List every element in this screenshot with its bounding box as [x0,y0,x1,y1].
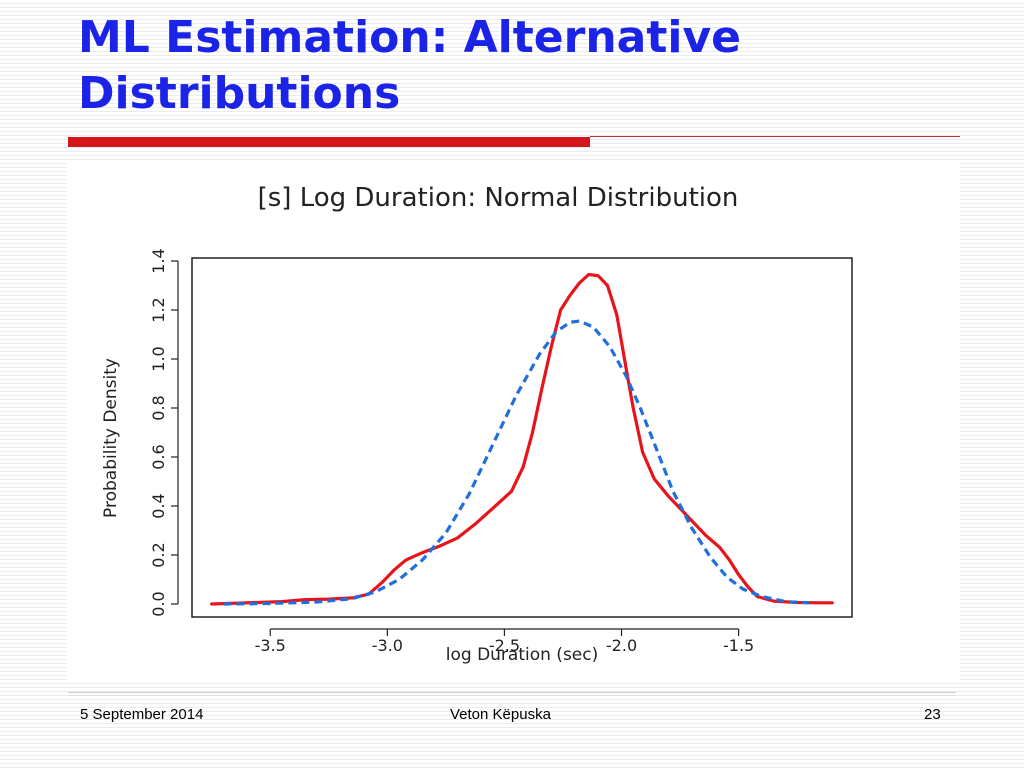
y-tick-label: 0.0 [149,591,168,616]
title-accent-bar [68,137,590,147]
chart-figure: [s] Log Duration: Normal Distribution 0.… [66,163,960,683]
y-tick-label: 0.6 [149,444,168,469]
y-tick-label: 1.2 [149,297,168,322]
footer-divider-secondary [68,695,956,696]
y-tick-label: 1.0 [149,346,168,371]
normal-fit-curve [223,319,809,606]
series-layer [210,272,834,606]
plot-frame [191,257,853,618]
slide-title-line1: ML Estimation: Alternative [78,12,741,63]
x-tick-label: -2.5 [489,636,520,655]
slide-title-line2: Distributions [78,68,401,119]
y-axis-label: Probability Density [101,358,121,518]
footer-author: Veton Këpuska [450,706,551,723]
x-tick-label: -2.0 [606,636,637,655]
chart-title: [s] Log Duration: Normal Distribution [258,183,739,213]
slide-title: ML Estimation: Alternative Distributions [78,10,958,122]
title-underline [590,136,960,137]
x-tick-label: -1.5 [723,636,754,655]
footer-divider [68,692,956,693]
x-tick-label: -3.0 [372,636,403,655]
x-tick-label: -3.5 [255,636,286,655]
empirical-density-curve [210,272,834,606]
y-axis: 0.0 0.2 0.4 0.6 0.8 1.0 1.2 1.4 [149,248,179,617]
y-tick-label: 1.4 [149,248,168,273]
y-tick-label: 0.2 [149,542,168,567]
density-chart: [s] Log Duration: Normal Distribution 0.… [101,183,853,665]
footer-date: 5 September 2014 [80,706,204,723]
footer-page-number: 23 [924,706,941,723]
y-tick-label: 0.4 [149,493,168,518]
y-tick-label: 0.8 [149,395,168,420]
x-axis: -3.5 -3.0 -2.5 -2.0 -1.5 [255,628,754,655]
x-axis-label: log Duration (sec) [446,645,599,665]
